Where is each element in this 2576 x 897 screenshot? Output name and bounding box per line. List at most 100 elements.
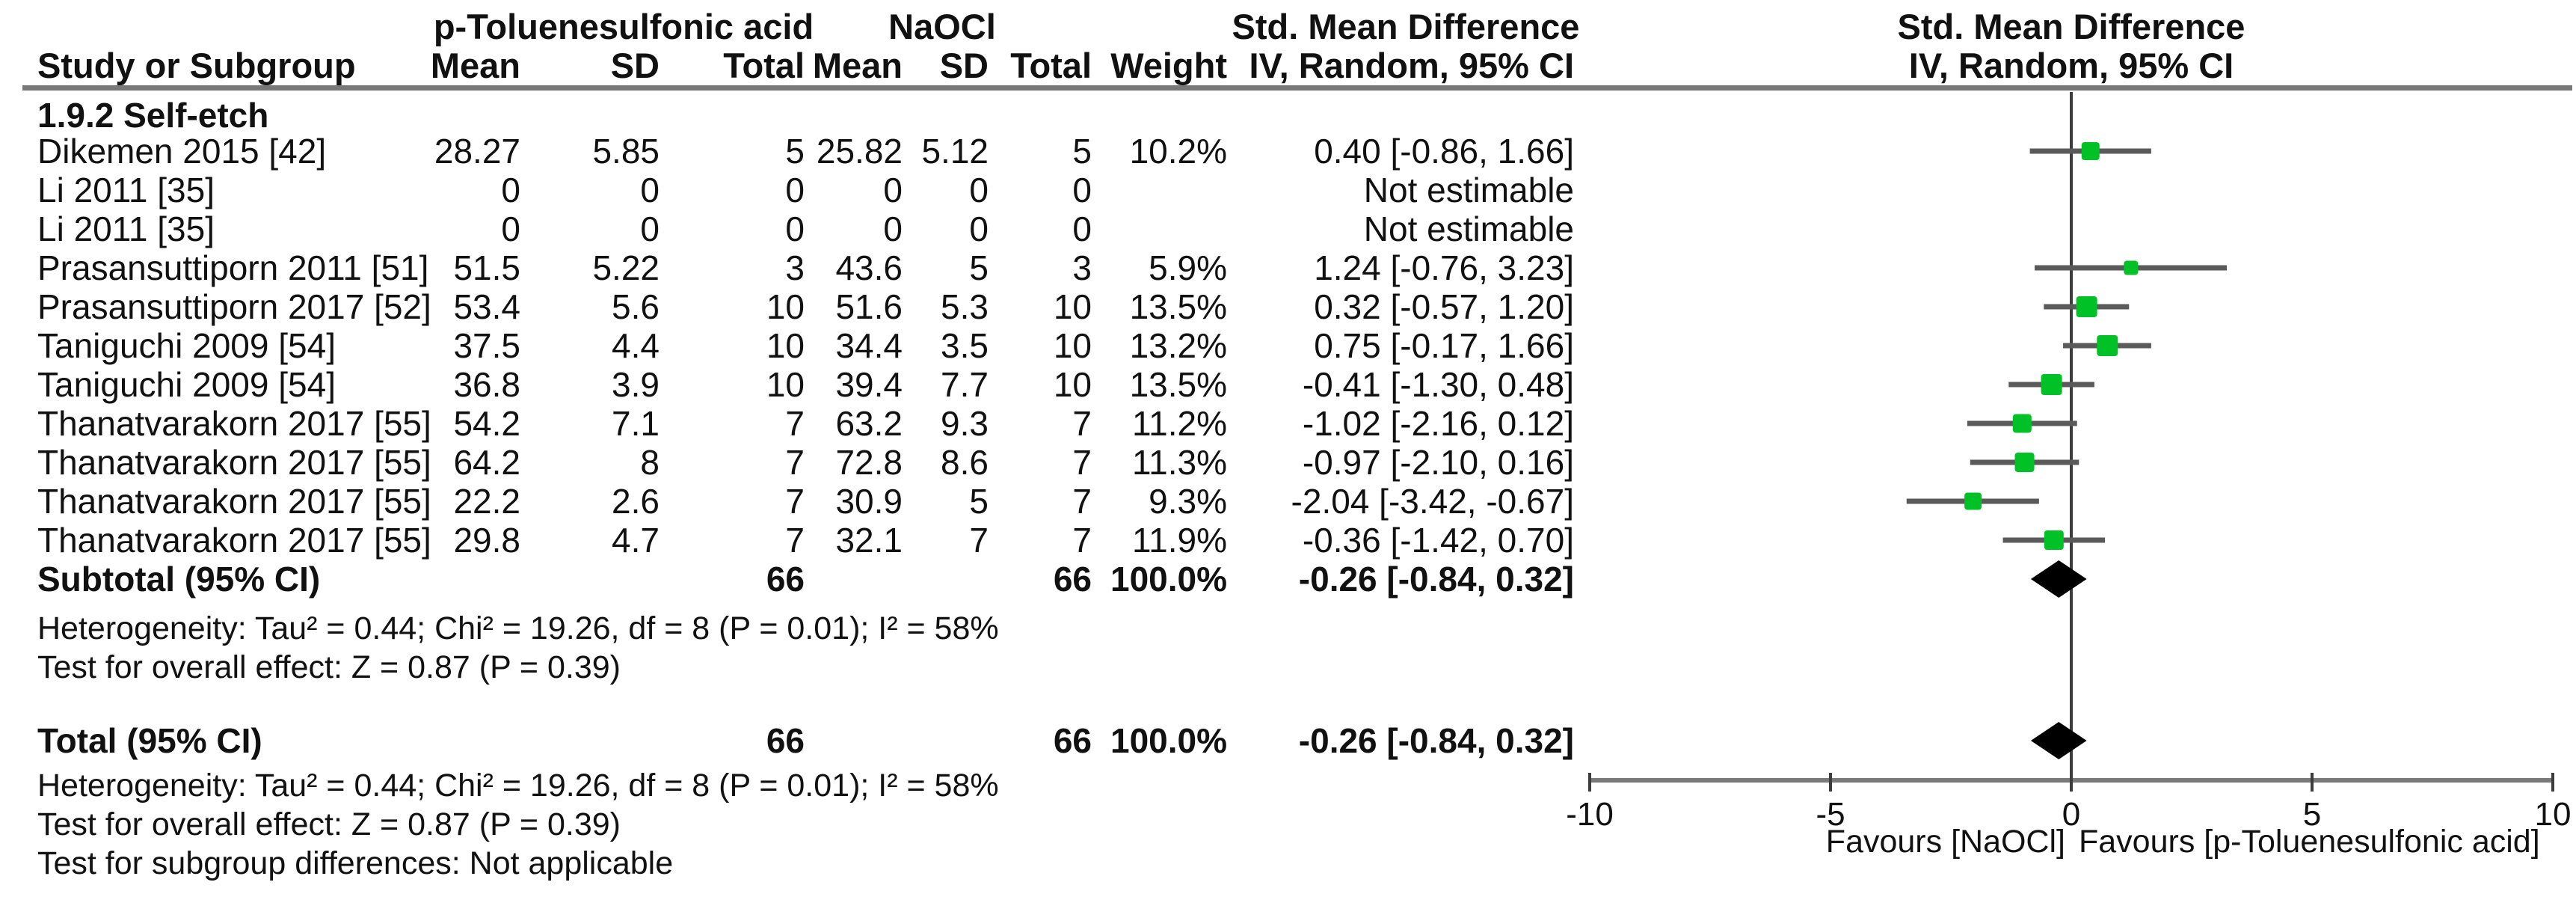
mean1-cell: 37.5 xyxy=(453,326,520,365)
total-label: Total (95% CI) xyxy=(37,721,262,760)
weight-cell: 10.2% xyxy=(1129,132,1227,171)
total-row: Total (95% CI) 66 66 100.0% -0.26 [-0.84… xyxy=(0,721,2576,760)
table-row: Li 2011 [35] 0 0 0 0 0 0 Not estimable xyxy=(0,171,2576,209)
sd1-cell: 8 xyxy=(640,443,660,482)
total1-cell: 7 xyxy=(785,482,805,521)
study-label: Prasansuttiporn 2011 [51] xyxy=(37,248,429,287)
sd2-cell: 9.3 xyxy=(941,404,989,443)
total1-cell: 7 xyxy=(785,404,805,443)
mean1-cell: 0 xyxy=(501,209,520,248)
mean2-cell: 30.9 xyxy=(835,482,903,521)
table-row: Taniguchi 2009 [54] 37.5 4.4 10 34.4 3.5… xyxy=(0,326,2576,365)
subgroup-label: 1.9.2 Self-etch xyxy=(37,96,269,135)
ci-cell: -1.02 [-2.16, 0.12] xyxy=(1302,404,1574,443)
total2-column-header: Total xyxy=(1010,46,1092,85)
mean1-cell: 36.8 xyxy=(453,365,520,404)
mean1-cell: 29.8 xyxy=(453,521,520,560)
weight-cell: 9.3% xyxy=(1149,482,1227,521)
sd1-cell: 4.4 xyxy=(612,326,660,365)
mean2-cell: 63.2 xyxy=(835,404,903,443)
sd2-cell: 5.12 xyxy=(921,132,989,171)
study-label: Thanatvarakorn 2017 [55] xyxy=(37,404,431,443)
sd2-column-header: SD xyxy=(939,46,989,85)
total1-cell: 10 xyxy=(766,365,805,404)
sd1-cell: 2.6 xyxy=(612,482,660,521)
mean2-cell: 32.1 xyxy=(835,521,903,560)
sd1-cell: 5.6 xyxy=(612,287,660,326)
weight-cell: 11.3% xyxy=(1131,443,1227,482)
ci-cell: 0.40 [-0.86, 1.66] xyxy=(1314,132,1574,171)
study-label: Prasansuttiporn 2017 [52] xyxy=(37,287,431,326)
total-total2: 66 xyxy=(1053,721,1092,760)
total-total1: 66 xyxy=(766,721,805,760)
total2-cell: 10 xyxy=(1053,326,1092,365)
ci-cell: 0.32 [-0.57, 1.20] xyxy=(1314,287,1574,326)
mean1-cell: 51.5 xyxy=(453,248,520,287)
total1-cell: 10 xyxy=(766,287,805,326)
total1-cell: 7 xyxy=(785,521,805,560)
total2-cell: 0 xyxy=(1072,209,1092,248)
subtotal-weight: 100.0% xyxy=(1110,560,1227,598)
total1-column-header: Total xyxy=(723,46,805,85)
table-row: Taniguchi 2009 [54] 36.8 3.9 10 39.4 7.7… xyxy=(0,365,2576,404)
study-label: Taniguchi 2009 [54] xyxy=(37,326,336,365)
sd2-cell: 7 xyxy=(969,521,989,560)
weight-cell: 13.5% xyxy=(1129,365,1227,404)
table-row: Thanatvarakorn 2017 [55] 22.2 2.6 7 30.9… xyxy=(0,482,2576,521)
mean1-cell: 64.2 xyxy=(453,443,520,482)
group1-header: p-Toluenesulfonic acid xyxy=(433,7,814,46)
ci-cell: -0.36 [-1.42, 0.70] xyxy=(1302,521,1574,560)
weight-cell: 11.2% xyxy=(1131,404,1227,443)
sd1-column-header: SD xyxy=(610,46,660,85)
total2-cell: 0 xyxy=(1072,171,1092,209)
study-label: Thanatvarakorn 2017 [55] xyxy=(37,482,431,521)
heterogeneity-total-text: Heterogeneity: Tau² = 0.44; Chi² = 19.26… xyxy=(37,768,999,803)
ci-cell: 1.24 [-0.76, 3.23] xyxy=(1314,248,1574,287)
mean1-cell: 0 xyxy=(501,171,520,209)
weight-cell: 5.9% xyxy=(1149,248,1227,287)
plot-method-header: IV, Random, 95% CI xyxy=(1908,46,2234,85)
study-label: Thanatvarakorn 2017 [55] xyxy=(37,443,431,482)
mean2-cell: 34.4 xyxy=(835,326,903,365)
table-row: Li 2011 [35] 0 0 0 0 0 0 Not estimable xyxy=(0,209,2576,248)
favours-left-label: Favours [NaOCl] xyxy=(1825,824,2065,860)
table-row: Thanatvarakorn 2017 [55] 64.2 8 7 72.8 8… xyxy=(0,443,2576,482)
subgroup-differences-text: Test for subgroup differences: Not appli… xyxy=(37,845,674,881)
total2-cell: 3 xyxy=(1072,248,1092,287)
axis-tick-label: 10 xyxy=(2535,796,2572,833)
sd1-cell: 0 xyxy=(640,171,660,209)
total2-cell: 10 xyxy=(1053,365,1092,404)
total2-cell: 7 xyxy=(1072,482,1092,521)
group2-header: NaOCl xyxy=(888,7,996,46)
sd1-cell: 4.7 xyxy=(612,521,660,560)
mean2-cell: 72.8 xyxy=(835,443,903,482)
study-label: Dikemen 2015 [42] xyxy=(37,132,327,171)
ci-cell: -0.41 [-1.30, 0.48] xyxy=(1302,365,1574,404)
sd1-cell: 3.9 xyxy=(612,365,660,404)
total2-cell: 5 xyxy=(1072,132,1092,171)
axis-tick-label: -10 xyxy=(1566,796,1614,833)
table-row: Dikemen 2015 [42] 28.27 5.85 5 25.82 5.1… xyxy=(0,132,2576,171)
subtotal-label: Subtotal (95% CI) xyxy=(37,560,321,598)
total2-cell: 7 xyxy=(1072,404,1092,443)
subgroup-header-row: 1.9.2 Self-etch xyxy=(0,96,2576,135)
study-label: Taniguchi 2009 [54] xyxy=(37,365,336,404)
table-row: Prasansuttiporn 2011 [51] 51.5 5.22 3 43… xyxy=(0,248,2576,287)
ci-cell: -2.04 [-3.42, -0.67] xyxy=(1291,482,1574,521)
sd1-cell: 7.1 xyxy=(612,404,660,443)
mean1-cell: 53.4 xyxy=(453,287,520,326)
table-row: Prasansuttiporn 2017 [52] 53.4 5.6 10 51… xyxy=(0,287,2576,326)
subtotal-total1: 66 xyxy=(766,560,805,598)
table-row: Thanatvarakorn 2017 [55] 29.8 4.7 7 32.1… xyxy=(0,521,2576,560)
subtotal-total2: 66 xyxy=(1053,560,1092,598)
study-label: Li 2011 [35] xyxy=(37,171,215,209)
heterogeneity-subtotal-text: Heterogeneity: Tau² = 0.44; Chi² = 19.26… xyxy=(37,610,999,646)
total1-cell: 10 xyxy=(766,326,805,365)
sd2-cell: 7.7 xyxy=(941,365,989,404)
sd2-cell: 5 xyxy=(969,248,989,287)
mean2-cell: 0 xyxy=(883,209,903,248)
total-ci: -0.26 [-0.84, 0.32] xyxy=(1298,721,1574,760)
sd2-cell: 0 xyxy=(969,171,989,209)
mean2-cell: 39.4 xyxy=(835,365,903,404)
